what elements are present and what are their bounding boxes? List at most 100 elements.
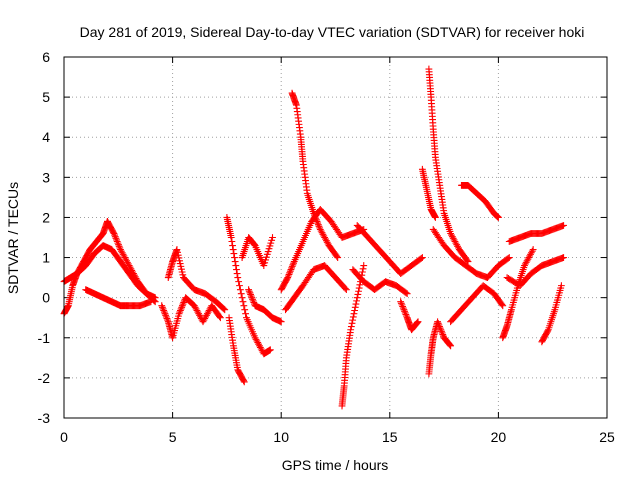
data-point bbox=[233, 270, 241, 277]
data-point bbox=[116, 244, 124, 252]
data-point bbox=[439, 331, 447, 338]
series-arc-x bbox=[505, 222, 567, 245]
x-tick-label: 10 bbox=[273, 429, 289, 445]
x-tick-label: 20 bbox=[491, 429, 507, 445]
series-arc-n bbox=[338, 262, 368, 410]
data-point bbox=[247, 291, 254, 298]
data-point bbox=[241, 306, 249, 314]
data-point bbox=[236, 286, 244, 294]
data-point bbox=[560, 254, 567, 261]
y-tick-label: 6 bbox=[42, 49, 50, 65]
data-point bbox=[290, 259, 297, 267]
series-arc-l bbox=[277, 206, 368, 294]
data-point bbox=[150, 297, 158, 305]
data-point bbox=[414, 318, 422, 326]
data-point bbox=[250, 240, 258, 248]
data-point bbox=[229, 246, 237, 253]
data-point bbox=[316, 224, 324, 232]
y-axis-label: SDTVAR / TECUs bbox=[5, 182, 21, 294]
y-tick-label: -1 bbox=[38, 330, 51, 346]
data-point bbox=[240, 377, 248, 385]
data-point bbox=[249, 295, 256, 303]
data-point bbox=[269, 234, 276, 241]
data-point bbox=[446, 341, 454, 349]
series-arc-aa bbox=[538, 282, 565, 346]
data-point bbox=[227, 234, 235, 241]
data-point bbox=[359, 265, 367, 273]
series-arc-v bbox=[447, 282, 507, 326]
data-point bbox=[348, 319, 356, 327]
y-tick-label: 1 bbox=[42, 250, 50, 266]
data-point bbox=[239, 298, 247, 306]
data-point bbox=[438, 329, 446, 337]
data-point bbox=[164, 316, 172, 324]
x-tick-label: 25 bbox=[599, 429, 615, 445]
data-point bbox=[286, 267, 294, 275]
data-point bbox=[499, 302, 507, 310]
data-point bbox=[233, 266, 240, 273]
data-point bbox=[401, 309, 409, 317]
data-point bbox=[114, 239, 122, 247]
data-point bbox=[231, 254, 238, 261]
data-point bbox=[355, 284, 363, 292]
data-point bbox=[180, 299, 188, 306]
data-point bbox=[347, 326, 355, 334]
series-arc-s bbox=[418, 165, 439, 221]
data-point bbox=[445, 340, 453, 348]
data-point bbox=[354, 291, 362, 298]
data-point bbox=[495, 214, 502, 221]
data-point bbox=[356, 281, 364, 289]
data-point bbox=[544, 327, 552, 335]
series-arc-r bbox=[425, 65, 472, 265]
data-point bbox=[436, 324, 444, 332]
data-point bbox=[178, 302, 186, 310]
data-point bbox=[216, 313, 223, 320]
data-point bbox=[158, 302, 166, 310]
data-point bbox=[436, 323, 443, 330]
data-point bbox=[285, 271, 293, 278]
data-point bbox=[557, 282, 565, 290]
data-point bbox=[397, 299, 405, 307]
data-point bbox=[432, 214, 439, 221]
data-point bbox=[342, 286, 350, 294]
data-point bbox=[288, 264, 296, 272]
data-point bbox=[399, 304, 407, 312]
chart-title: Day 281 of 2019, Sidereal Day-to-day VTE… bbox=[80, 24, 585, 40]
data-point bbox=[349, 316, 357, 324]
y-tick-label: 4 bbox=[42, 129, 50, 145]
data-point bbox=[528, 247, 536, 255]
data-point bbox=[413, 319, 421, 327]
data-point bbox=[240, 302, 248, 310]
series-arc-y bbox=[503, 254, 567, 290]
x-tick-label: 5 bbox=[169, 429, 177, 445]
data-point bbox=[403, 290, 411, 298]
data-point bbox=[111, 233, 119, 241]
data-point bbox=[112, 234, 120, 242]
data-point bbox=[176, 308, 184, 316]
series-arc-d bbox=[82, 286, 155, 310]
data-point bbox=[147, 298, 155, 306]
data-point bbox=[286, 269, 294, 277]
data-point bbox=[314, 221, 322, 229]
data-point bbox=[228, 238, 236, 245]
data-point bbox=[236, 282, 243, 290]
data-point bbox=[284, 272, 292, 280]
data-point bbox=[284, 274, 292, 282]
data-point bbox=[230, 250, 238, 257]
data-point bbox=[359, 268, 366, 276]
series-arc-t bbox=[425, 318, 455, 378]
series-arc-z bbox=[499, 246, 537, 342]
data-point bbox=[160, 307, 168, 314]
data-point bbox=[162, 311, 170, 319]
data-point bbox=[113, 238, 121, 245]
data-point bbox=[248, 294, 256, 302]
data-point bbox=[504, 254, 512, 262]
series-arc-g bbox=[223, 214, 274, 358]
data-point bbox=[179, 300, 187, 308]
data-points bbox=[60, 65, 567, 410]
y-tick-label: 5 bbox=[42, 89, 50, 105]
data-point bbox=[463, 256, 471, 264]
data-point bbox=[242, 310, 249, 318]
data-point bbox=[160, 308, 168, 316]
